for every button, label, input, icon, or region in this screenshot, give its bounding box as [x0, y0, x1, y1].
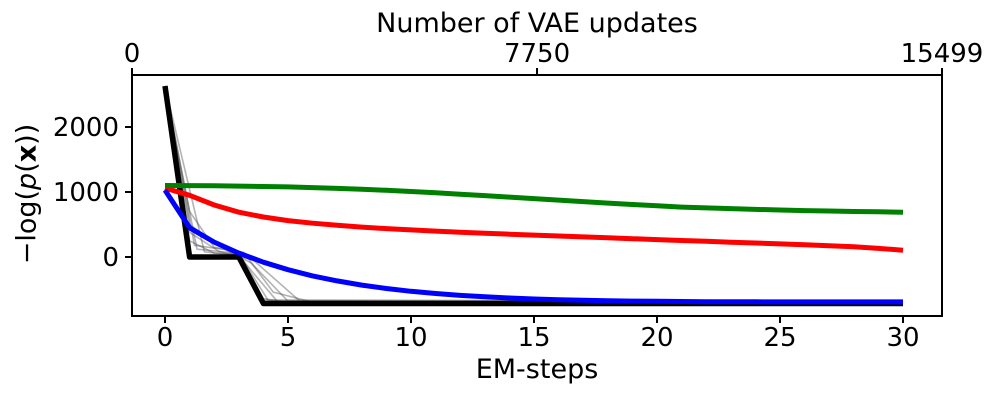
x-tick-label: 30	[886, 323, 919, 353]
top-tick-label: 15499	[901, 39, 984, 69]
x-axis-label: EM-steps	[476, 354, 599, 385]
x-tick-label: 20	[640, 323, 673, 353]
y-label-x: x	[11, 144, 43, 163]
red-line	[164, 185, 904, 253]
gray-run-4	[164, 85, 904, 304]
gray-run-6	[164, 85, 904, 303]
gray-run-2	[164, 85, 904, 304]
top-axis-title: Number of VAE updates	[376, 8, 698, 39]
y-tick-label: 1000	[53, 178, 119, 208]
gray-run-1	[164, 85, 904, 304]
blue-line	[162, 188, 903, 305]
y-label-paren: (	[11, 162, 43, 173]
y-label-prefix: −log(	[11, 189, 43, 265]
gray-run-3	[164, 85, 904, 303]
x-tick-label: 10	[394, 323, 427, 353]
x-tick-label: 5	[280, 323, 297, 353]
gray-run-7	[164, 85, 904, 303]
y-tick-label: 2000	[53, 113, 119, 143]
x-tick-label: 15	[517, 323, 550, 353]
gray-run-5	[164, 85, 904, 304]
green-line	[164, 183, 904, 215]
y-tick-label: 0	[102, 243, 119, 273]
y-label-suffix: ))	[11, 123, 43, 145]
axes-layer: 0 5 10 15 20 25 30 0 7750 15499 0 1000 2000	[53, 39, 984, 353]
x-tick-label: 0	[157, 323, 174, 353]
y-axis-label: −log(p(x))	[12, 122, 46, 267]
series-layer	[162, 85, 904, 307]
y-label-p: p	[11, 172, 43, 190]
top-tick-label: 0	[124, 39, 141, 69]
x-tick-label: 25	[763, 323, 796, 353]
top-tick-label: 7750	[504, 39, 570, 69]
black-line	[162, 85, 903, 307]
